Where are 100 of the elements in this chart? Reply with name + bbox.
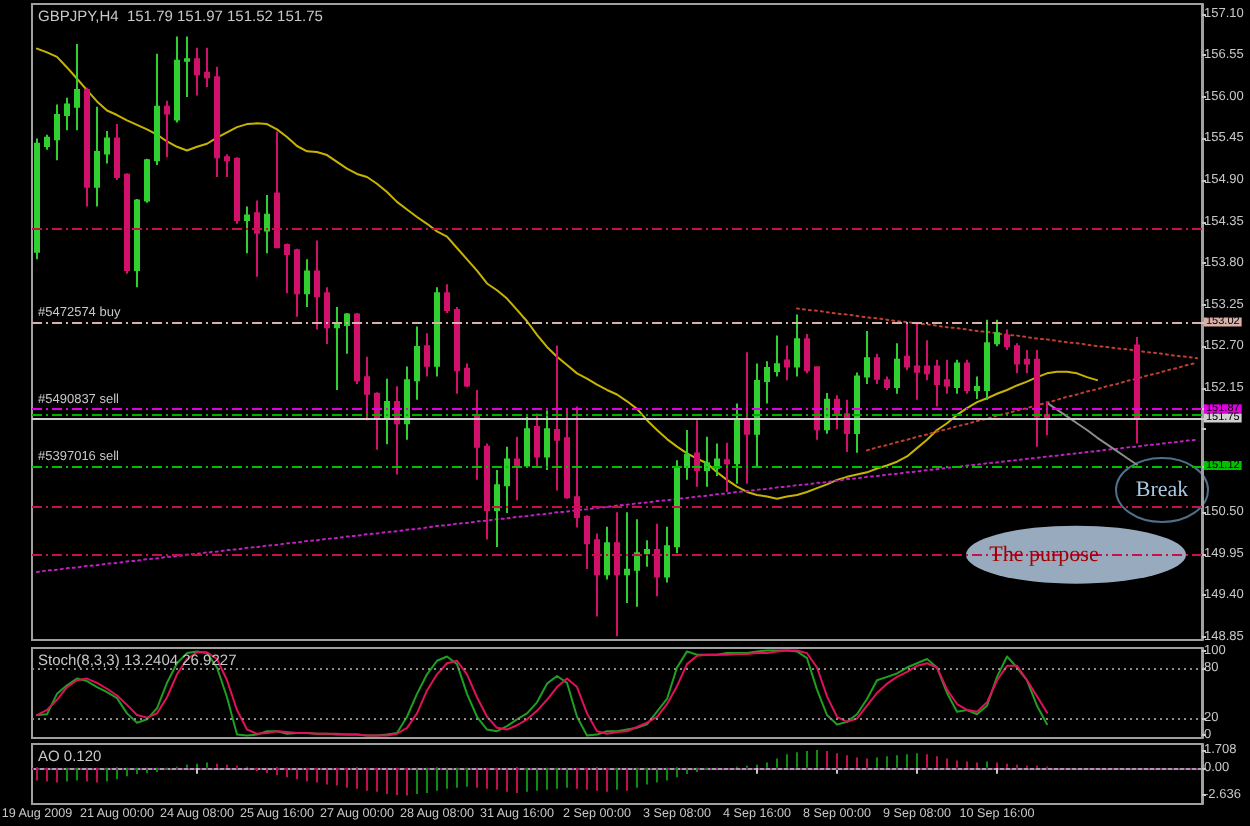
candlestick bbox=[734, 402, 740, 485]
candlestick bbox=[354, 311, 360, 385]
candlestick bbox=[934, 358, 940, 408]
candlestick bbox=[474, 388, 480, 481]
candlestick bbox=[784, 344, 790, 382]
candlestick bbox=[664, 525, 670, 584]
candlestick bbox=[494, 469, 500, 549]
annotation: Break bbox=[1135, 478, 1190, 502]
candlestick bbox=[514, 435, 520, 502]
candlestick bbox=[924, 339, 930, 382]
candlestick bbox=[154, 52, 160, 166]
candlestick bbox=[984, 318, 990, 401]
candlestick bbox=[814, 365, 820, 441]
candlestick bbox=[304, 258, 310, 308]
candlestick bbox=[524, 415, 530, 469]
candlestick bbox=[54, 103, 60, 162]
candlestick bbox=[124, 172, 130, 275]
candlestick bbox=[774, 334, 780, 378]
candlestick bbox=[684, 429, 690, 481]
candlestick bbox=[964, 358, 970, 395]
candlestick bbox=[834, 394, 840, 431]
candlestick bbox=[284, 242, 290, 295]
candlestick bbox=[794, 313, 800, 378]
candlestick bbox=[234, 156, 240, 225]
candlestick bbox=[44, 133, 50, 151]
candlestick bbox=[574, 405, 580, 529]
candlestick bbox=[444, 283, 450, 314]
candlestick bbox=[224, 153, 230, 178]
candlestick bbox=[884, 375, 890, 391]
candlestick bbox=[34, 137, 40, 261]
candlestick bbox=[74, 43, 80, 132]
candlestick bbox=[724, 441, 730, 493]
candlestick bbox=[404, 365, 410, 441]
candlestick bbox=[104, 129, 110, 165]
candlestick bbox=[464, 362, 470, 388]
candlestick bbox=[634, 518, 640, 608]
candlestick bbox=[914, 322, 920, 401]
candlestick bbox=[954, 358, 960, 395]
candlestick bbox=[484, 442, 490, 541]
candlestick bbox=[424, 332, 430, 378]
candlestick bbox=[214, 65, 220, 178]
candlestick bbox=[384, 377, 390, 446]
candlestick bbox=[654, 522, 660, 598]
candlestick bbox=[164, 99, 170, 159]
candlestick bbox=[624, 511, 630, 604]
candlestick bbox=[714, 442, 720, 478]
candlestick bbox=[434, 286, 440, 378]
line-series bbox=[36, 47, 1098, 500]
candlestick bbox=[844, 398, 850, 453]
candlestick bbox=[324, 286, 330, 345]
candlestick bbox=[584, 514, 590, 570]
candlestick bbox=[454, 305, 460, 395]
candlestick bbox=[204, 46, 210, 89]
candlestick bbox=[944, 358, 950, 395]
candlestick bbox=[604, 525, 610, 581]
candlestick bbox=[264, 194, 270, 255]
candlestick bbox=[94, 105, 100, 208]
candlestick bbox=[1014, 342, 1020, 375]
line-series bbox=[1046, 401, 1138, 466]
candlestick bbox=[874, 352, 880, 385]
candlestick bbox=[1024, 348, 1030, 375]
candlestick bbox=[904, 322, 910, 372]
candlestick bbox=[994, 318, 1000, 348]
candlestick bbox=[704, 435, 710, 488]
candlestick bbox=[254, 199, 260, 278]
candlestick bbox=[864, 330, 870, 385]
candlestick bbox=[804, 333, 810, 375]
candlestick bbox=[744, 351, 750, 485]
candlestick bbox=[894, 342, 900, 395]
candlestick bbox=[1134, 336, 1140, 445]
candlestick bbox=[644, 539, 650, 568]
candlestick bbox=[194, 46, 200, 97]
candlestick bbox=[414, 325, 420, 401]
candlestick bbox=[294, 247, 300, 318]
candlestick bbox=[694, 419, 700, 488]
candlestick bbox=[64, 96, 70, 132]
candlestick bbox=[84, 86, 90, 208]
candlestick bbox=[1044, 400, 1050, 437]
candlestick bbox=[544, 409, 550, 472]
candlestick bbox=[1034, 348, 1040, 448]
candlestick bbox=[564, 407, 570, 500]
candlestick bbox=[134, 197, 140, 289]
candlestick bbox=[344, 311, 350, 355]
candlestick bbox=[364, 355, 370, 422]
candlestick bbox=[554, 344, 560, 492]
candlestick bbox=[114, 123, 120, 181]
candlestick bbox=[674, 459, 680, 555]
candlestick bbox=[334, 305, 340, 391]
candlestick bbox=[974, 375, 980, 401]
candlestick bbox=[184, 35, 190, 98]
candlestick bbox=[1004, 328, 1010, 351]
candlestick bbox=[274, 130, 280, 249]
candlestick bbox=[244, 205, 250, 255]
candlestick bbox=[614, 511, 620, 638]
candlestick bbox=[534, 412, 540, 469]
line-series bbox=[36, 649, 1048, 737]
candlestick bbox=[314, 239, 320, 331]
candlestick bbox=[144, 157, 150, 204]
line-series bbox=[36, 438, 1198, 574]
candlestick bbox=[764, 360, 770, 405]
